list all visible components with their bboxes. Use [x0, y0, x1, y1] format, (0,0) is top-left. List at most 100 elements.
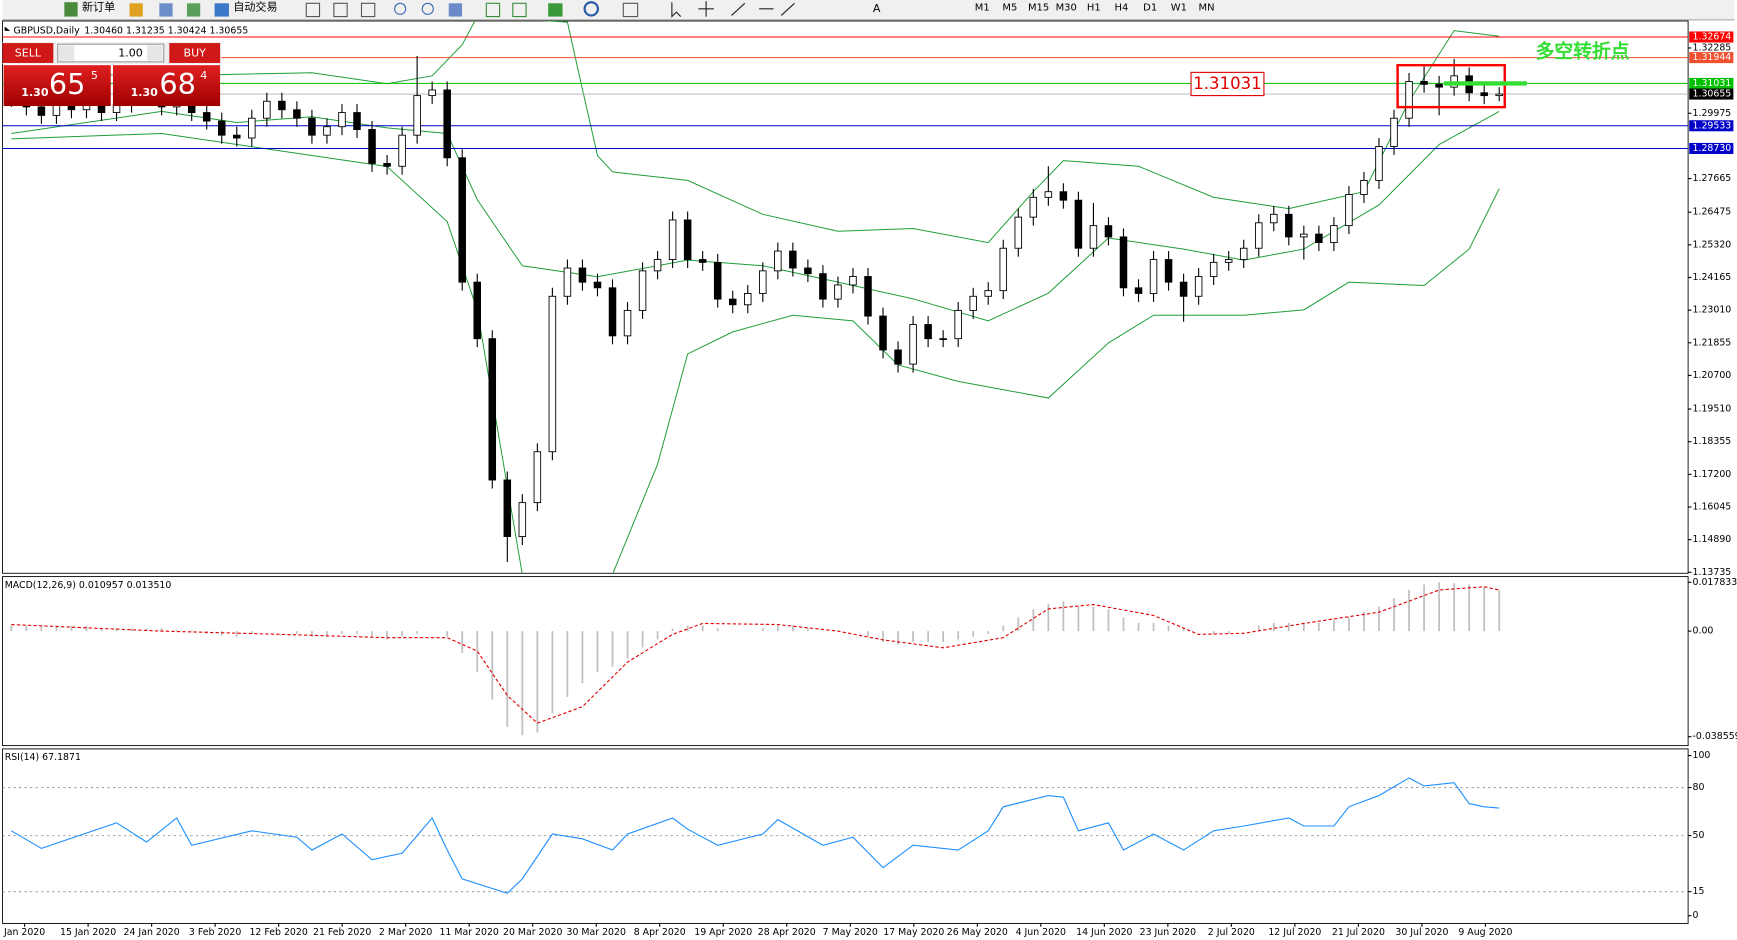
x-tick-label: 23 Jun 2020 — [1140, 927, 1196, 938]
y-tick-label: 0 — [1693, 910, 1699, 921]
candle-body — [1044, 191, 1053, 198]
y-tick-label: 0.017833 — [1693, 577, 1737, 588]
timeframe-button[interactable]: H4 — [1115, 3, 1129, 14]
candle-body — [1149, 259, 1158, 294]
timeframe-button[interactable]: M15 — [1028, 3, 1049, 14]
icon[interactable] — [186, 3, 201, 17]
macd-signal — [11, 586, 1500, 724]
candle-body — [849, 276, 857, 286]
candle-body — [1089, 225, 1098, 249]
icon[interactable] — [394, 2, 407, 15]
x-tick-label: 3 Feb 2020 — [189, 927, 241, 938]
candle-body — [1164, 259, 1173, 283]
candle-body — [593, 281, 602, 289]
candle-body — [383, 162, 391, 167]
sell-button[interactable] — [2, 43, 54, 63]
candle-body — [217, 120, 226, 136]
icon[interactable] — [214, 3, 229, 17]
y-tick-label: 1.26475 — [1693, 207, 1732, 218]
timeframe-button[interactable]: M1 — [975, 3, 990, 14]
bid-pips: 65 — [49, 67, 86, 101]
y-tick-label: 80 — [1693, 782, 1705, 793]
buy-label[interactable]: BUY — [184, 47, 207, 60]
candle-body — [683, 219, 692, 260]
icon[interactable] — [305, 2, 321, 18]
candle-body — [578, 267, 587, 283]
level-label-box — [1689, 52, 1734, 64]
x-tick-label: 2 Mar 2020 — [379, 927, 433, 938]
timeframe-button[interactable]: MN — [1198, 3, 1214, 14]
candle-body — [1119, 236, 1128, 289]
candle-body — [1239, 247, 1248, 260]
candle-body — [954, 309, 962, 340]
timeframe-button[interactable]: M5 — [1002, 3, 1017, 14]
x-tick-label: 26 May 2020 — [947, 927, 1008, 938]
y-tick-label: 1.23010 — [1693, 305, 1732, 316]
candle-body — [278, 100, 286, 111]
candle-body — [834, 284, 842, 300]
x-tick-label: 7 May 2020 — [823, 927, 878, 938]
lots-down[interactable] — [58, 45, 75, 61]
icon[interactable] — [583, 1, 599, 17]
candle-body — [1029, 196, 1038, 218]
candle-body — [1375, 146, 1383, 181]
icon[interactable] — [731, 2, 795, 16]
timeframe-button[interactable]: H1 — [1087, 3, 1101, 14]
new-order-button[interactable]: 新订单 — [82, 0, 115, 14]
icon[interactable] — [129, 3, 143, 17]
candle-body — [518, 502, 527, 537]
icon[interactable] — [333, 2, 348, 18]
x-tick-label: 9 Aug 2020 — [1458, 927, 1512, 938]
candle-body — [263, 100, 271, 119]
candle-body — [1360, 179, 1368, 195]
icon[interactable] — [671, 2, 682, 18]
candle-body — [924, 324, 932, 340]
lots-input[interactable] — [57, 43, 165, 63]
icon[interactable] — [421, 2, 434, 15]
lots-value[interactable]: 1.00 — [118, 47, 143, 60]
icon[interactable] — [698, 1, 714, 17]
candle-body — [413, 95, 421, 136]
sell-price-box[interactable] — [3, 65, 111, 107]
icon[interactable] — [485, 2, 501, 18]
candle-body — [398, 134, 406, 167]
y-tick-label: -0.038559 — [1693, 731, 1737, 742]
buy-button[interactable] — [169, 43, 221, 63]
axis-layer: 1.32285 1.29975 1.27665 1.26475 1.25320 1.241… — [3, 31, 1737, 938]
auto-trade-button[interactable]: 自动交易 — [233, 0, 277, 14]
candle-body — [744, 293, 752, 306]
icon[interactable] — [622, 2, 639, 18]
current-price-box — [1689, 88, 1734, 100]
icon[interactable]: A — [873, 2, 881, 15]
candle-body — [668, 219, 677, 260]
icon[interactable] — [548, 3, 563, 17]
candle-body — [1179, 281, 1188, 297]
sell-label[interactable]: SELL — [15, 47, 42, 60]
x-tick-label: 24 Jan 2020 — [124, 927, 180, 938]
y-tick-label: 50 — [1693, 830, 1705, 841]
candle-body — [428, 89, 436, 97]
x-tick-label: 28 Apr 2020 — [758, 927, 816, 938]
candle-body — [789, 250, 797, 269]
timeframe-button[interactable]: D1 — [1143, 3, 1157, 14]
buy-price-box[interactable] — [112, 65, 221, 107]
level-label: 1.29533 — [1693, 120, 1732, 131]
candle-body — [308, 117, 316, 136]
candle-body — [1390, 117, 1398, 147]
candle-body — [1104, 225, 1113, 238]
x-tick-label: 17 May 2020 — [883, 927, 944, 938]
icon[interactable] — [360, 2, 376, 18]
current-price-label: 1.30655 — [1693, 89, 1732, 100]
icon[interactable] — [448, 3, 463, 17]
timeframe-button[interactable]: M30 — [1056, 3, 1077, 14]
lots-up[interactable] — [147, 45, 163, 61]
timeframe-button[interactable]: W1 — [1171, 3, 1187, 14]
level-label: 1.32674 — [1693, 31, 1732, 42]
icon[interactable] — [512, 2, 527, 18]
icon[interactable] — [64, 2, 78, 17]
icon[interactable] — [159, 3, 173, 17]
candle-body — [1224, 259, 1233, 263]
candle-body — [37, 106, 46, 116]
level-label-box — [1689, 120, 1734, 132]
